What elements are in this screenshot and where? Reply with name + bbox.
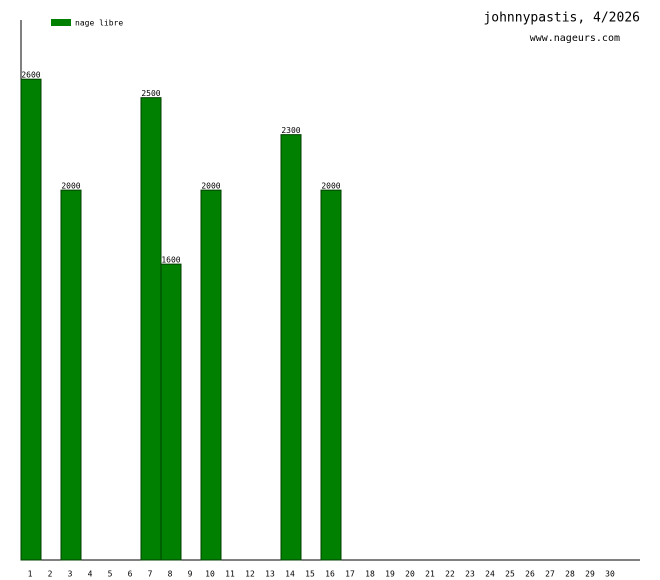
bar xyxy=(200,189,222,561)
x-tick-label: 22 xyxy=(445,570,455,579)
x-tick-label: 13 xyxy=(265,570,275,579)
x-tick-label: 16 xyxy=(325,570,335,579)
x-tick-label: 6 xyxy=(128,570,133,579)
legend-label: nage libre xyxy=(75,19,123,28)
x-tick-label: 8 xyxy=(168,570,173,579)
x-tick-label: 30 xyxy=(605,570,615,579)
x-tick-label: 28 xyxy=(565,570,575,579)
x-tick-label: 23 xyxy=(465,570,475,579)
x-tick-label: 27 xyxy=(545,570,555,579)
x-tick-label: 20 xyxy=(405,570,415,579)
x-tick-label: 3 xyxy=(68,570,73,579)
bar xyxy=(160,263,182,561)
x-tick-label: 10 xyxy=(205,570,215,579)
legend-swatch xyxy=(51,19,71,26)
data-label: 2000 xyxy=(201,182,220,191)
x-tick-label: 29 xyxy=(585,570,595,579)
bar xyxy=(140,97,162,561)
data-label: 2300 xyxy=(281,126,300,135)
x-tick-label: 11 xyxy=(225,570,235,579)
bar xyxy=(320,189,342,561)
x-tick-label: 15 xyxy=(305,570,315,579)
bar xyxy=(20,78,42,561)
x-tick-label: 17 xyxy=(345,570,355,579)
x-tick-label: 4 xyxy=(88,570,93,579)
data-label: 2000 xyxy=(321,182,340,191)
x-tick-label: 9 xyxy=(188,570,193,579)
x-tick-label: 25 xyxy=(505,570,515,579)
x-tick-label: 12 xyxy=(245,570,255,579)
x-tick-label: 26 xyxy=(525,570,535,579)
data-label: 2000 xyxy=(61,182,80,191)
x-tick-label: 7 xyxy=(148,570,153,579)
x-tick-label: 14 xyxy=(285,570,295,579)
x-tick-label: 1 xyxy=(28,570,33,579)
x-tick-label: 24 xyxy=(485,570,495,579)
chart-title: johnnypastis, 4/2026 xyxy=(483,11,640,26)
x-tick-label: 19 xyxy=(385,570,395,579)
x-tick-label: 5 xyxy=(108,570,113,579)
x-tick-label: 21 xyxy=(425,570,435,579)
bar xyxy=(280,134,302,561)
data-label: 1600 xyxy=(161,256,180,265)
data-label: 2600 xyxy=(21,71,40,80)
chart-subtitle: www.nageurs.com xyxy=(530,33,620,44)
x-tick-label: 18 xyxy=(365,570,375,579)
bar xyxy=(60,189,82,561)
data-label: 2500 xyxy=(141,89,160,98)
x-tick-label: 2 xyxy=(48,570,53,579)
